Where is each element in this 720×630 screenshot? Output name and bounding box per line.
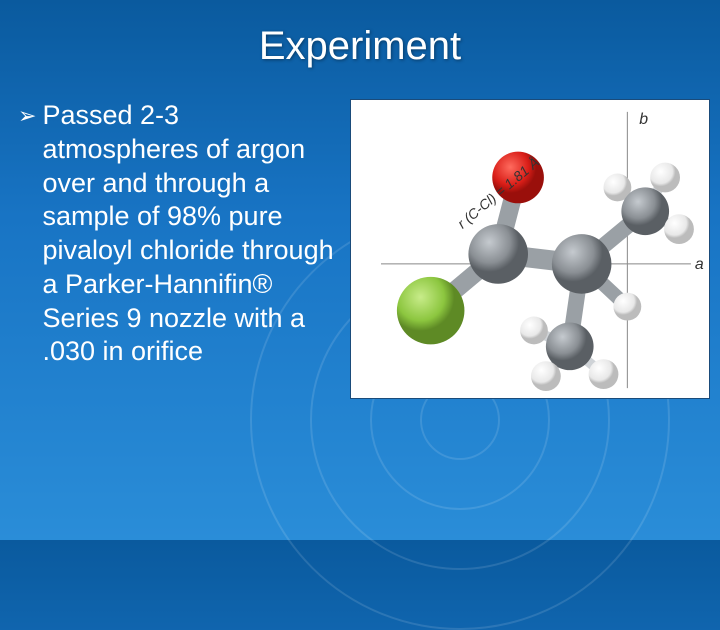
axis-b-label: b (639, 111, 648, 128)
molecule-svg: a b (351, 100, 709, 398)
bullet-item: ➢ Passed 2-3 atmospheres of argon over a… (18, 99, 338, 369)
content-row: ➢ Passed 2-3 atmospheres of argon over a… (0, 69, 720, 399)
axis-a-label: a (695, 256, 704, 273)
bullet-text: Passed 2-3 atmospheres of argon over and… (42, 99, 338, 369)
bullet-column: ➢ Passed 2-3 atmospheres of argon over a… (18, 99, 338, 399)
slide-title: Experiment (0, 0, 720, 69)
molecule-figure: a b (350, 99, 710, 399)
bullet-marker-icon: ➢ (18, 99, 36, 132)
image-column: a b (350, 99, 710, 399)
